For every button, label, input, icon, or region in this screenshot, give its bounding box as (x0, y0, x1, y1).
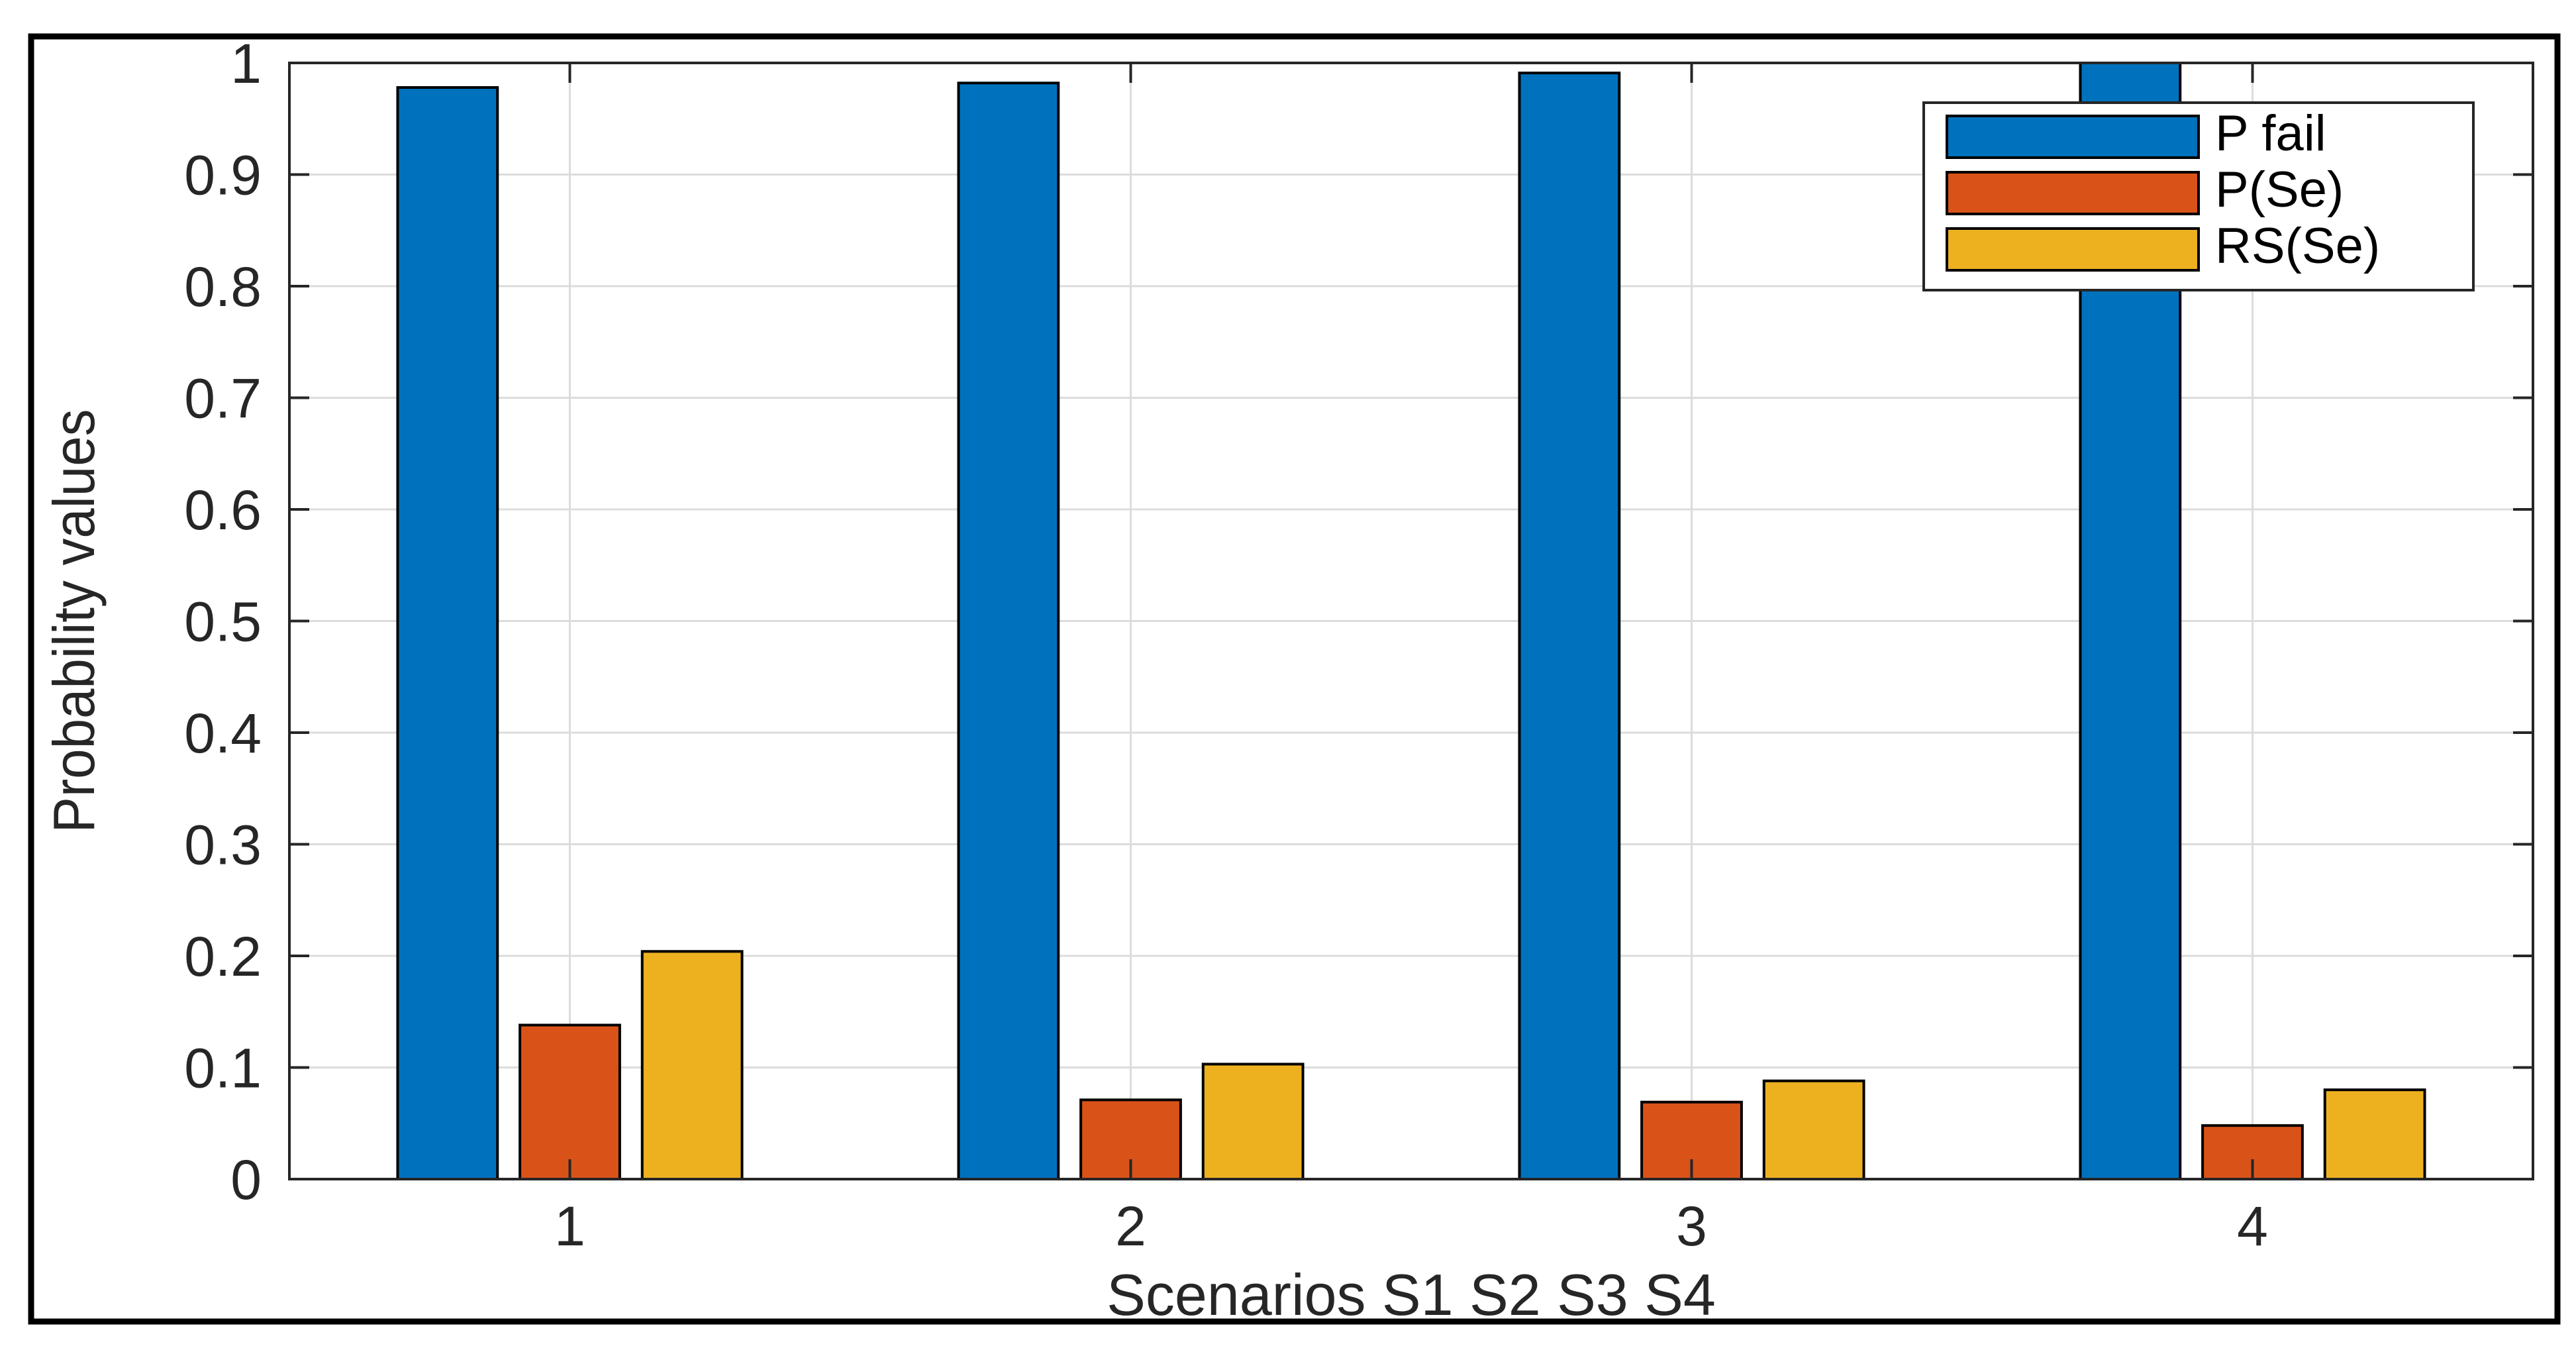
bar-1-3 (1518, 72, 1621, 1180)
legend-swatch (1946, 171, 2200, 215)
x-tick-label: 2 (1115, 1195, 1146, 1257)
y-tick-label: 0.9 (184, 144, 262, 207)
y-tick-label: 0.3 (184, 814, 262, 876)
x-tick-label: 3 (1676, 1195, 1707, 1257)
y-tick-label: 0.8 (184, 256, 262, 318)
bar-2-1 (519, 1023, 621, 1180)
y-tick-label: 0 (230, 1149, 262, 1211)
y-tick-label: 1 (230, 32, 262, 95)
y-tick-label: 0.5 (184, 591, 262, 653)
bar-3-4 (2323, 1088, 2426, 1180)
legend-label: P(Se) (2215, 162, 2344, 218)
bar-1-2 (957, 81, 1060, 1181)
legend-label: RS(Se) (2215, 218, 2380, 274)
y-axis-title: Probability values (41, 409, 107, 833)
bar-3-3 (1762, 1079, 1865, 1180)
bar-1-1 (396, 86, 499, 1181)
x-tick-label: 1 (554, 1195, 585, 1257)
legend-swatch (1946, 115, 2200, 159)
legend-label: P fail (2215, 105, 2326, 162)
bar-3-2 (1201, 1063, 1305, 1180)
y-tick-label: 0.6 (184, 479, 262, 541)
y-tick-label: 0.7 (184, 368, 262, 430)
x-tick-label: 4 (2237, 1195, 2268, 1257)
axis-ticks: 0 0.1 0.2 0.3 0.4 0.5 0.6 0.7 0.8 0.9 1 1 2 3 4 (184, 32, 2533, 1257)
legend-swatch (1946, 227, 2200, 272)
bars (396, 62, 2426, 1181)
x-axis-title: Scenarios S1 S2 S3 S4 (1107, 1262, 1716, 1327)
y-tick-label: 0.1 (184, 1037, 262, 1100)
bar-3-1 (640, 950, 744, 1180)
y-tick-label: 0.2 (184, 925, 262, 988)
y-tick-label: 0.4 (184, 702, 262, 764)
